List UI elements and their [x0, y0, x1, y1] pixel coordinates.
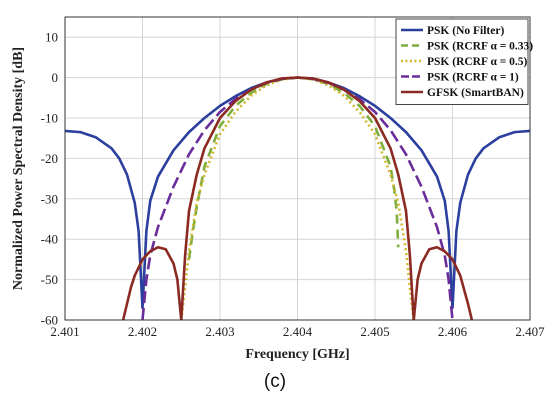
x-tick-label: 2.403 [205, 324, 234, 339]
x-tick-label: 2.405 [360, 324, 389, 339]
plot-frame [64, 16, 531, 321]
y-tick-labels: 10 0 -10 -20 -30 -40 -50 -60 [41, 30, 58, 328]
legend-label: PSK (RCRF α = 1) [427, 72, 519, 84]
legend-label: GFSK (SmartBAN) [427, 87, 524, 99]
series-line-5 [121, 76, 474, 320]
legend-label: PSK (No Filter) [427, 25, 504, 37]
x-tick-label: 2.407 [515, 324, 545, 339]
legend-box [395, 18, 529, 105]
x-tick-label: 2.406 [438, 324, 468, 339]
y-axis-title: Normalized Power Spectral Density [dB] [11, 47, 26, 290]
y-tick-label: 10 [45, 30, 58, 45]
y-tick-label: -60 [41, 313, 58, 328]
y-tick-label: -20 [41, 151, 58, 166]
y-tick-label: -30 [41, 191, 58, 206]
y-tick-label: -50 [41, 272, 58, 287]
x-tick-label: 2.401 [50, 324, 79, 339]
x-axis-title: Frequency [GHz] [245, 347, 349, 362]
legend: PSK (No Filter) PSK (RCRF α = 0.33) PSK (R… [395, 18, 533, 105]
y-tick-label: -10 [41, 111, 58, 126]
series-lines [65, 76, 530, 320]
x-tick-label: 2.404 [283, 324, 313, 339]
x-tick-labels: 2.401 2.402 2.403 2.404 2.405 2.406 2.407 [50, 324, 545, 339]
legend-label: PSK (RCRF α = 0.33) [427, 41, 533, 53]
y-tick-label: 0 [52, 70, 59, 85]
x-tick-label: 2.402 [128, 324, 157, 339]
y-tick-label: -40 [41, 232, 58, 247]
legend-label: PSK (RCRF α = 0.5) [427, 56, 528, 68]
figure-caption: (c) [263, 371, 287, 392]
